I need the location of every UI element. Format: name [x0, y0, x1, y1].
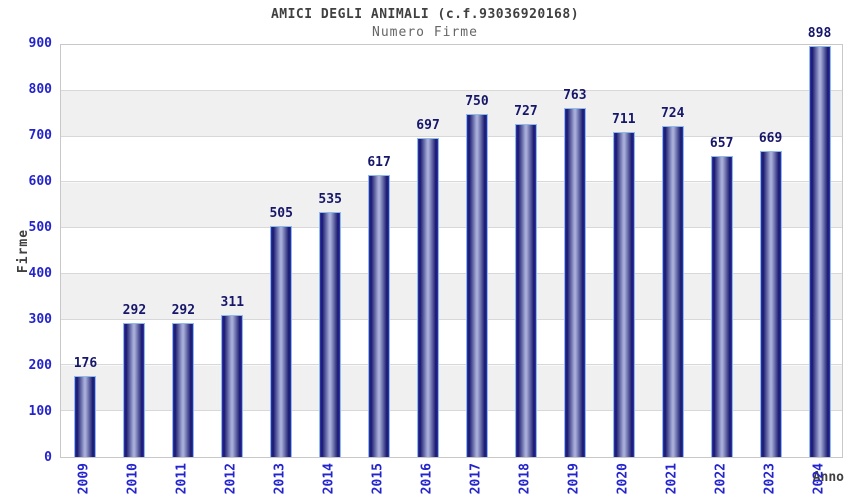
x-tick-label: 2020	[615, 463, 631, 495]
x-tick-label: 2010	[125, 463, 141, 495]
bar-value-label: 711	[612, 111, 636, 127]
bar	[221, 314, 244, 457]
plot-area: 176 292 292 311 505 535 617 697 750 727 763 711 724 6…	[60, 27, 843, 458]
gridline	[61, 181, 842, 183]
bar	[74, 376, 97, 457]
bar-value-label: 535	[318, 192, 342, 208]
bar	[612, 131, 635, 457]
bar-value-label: 292	[171, 303, 196, 319]
gridline	[61, 364, 842, 366]
bar-value-label: 311	[220, 294, 245, 310]
y-tick-label: 300	[28, 312, 52, 327]
gridline	[61, 318, 842, 320]
bar	[417, 137, 440, 457]
y-tick-label: 900	[28, 36, 52, 51]
x-tick-label: 2016	[419, 463, 435, 495]
bar	[465, 113, 488, 457]
bar	[661, 125, 684, 457]
bar	[759, 150, 782, 457]
y-tick-label: 200	[28, 358, 52, 373]
bar	[368, 174, 391, 457]
bar-value-label: 176	[73, 356, 98, 372]
gridline	[61, 227, 842, 229]
bar-value-label: 763	[563, 87, 587, 103]
bar	[270, 225, 293, 457]
x-tick-label: 2022	[713, 463, 729, 495]
bar	[172, 323, 195, 457]
bar-value-label: 669	[758, 130, 783, 146]
bar-value-label: 724	[660, 105, 685, 121]
gridline	[61, 272, 842, 274]
y-tick-label: 600	[28, 174, 52, 189]
x-axis-title: Anno	[812, 470, 844, 485]
x-tick-label: 2018	[517, 463, 533, 495]
bar	[123, 323, 146, 457]
bar	[563, 107, 586, 457]
x-tick-label: 2021	[664, 463, 680, 495]
bar-value-label: 617	[367, 154, 391, 170]
bar-value-label: 727	[514, 104, 538, 120]
x-tick-label: 2019	[566, 463, 582, 495]
chart-subtitle: Numero Firme	[372, 25, 478, 40]
gridline	[61, 410, 842, 412]
bar	[710, 156, 733, 457]
x-tick-label: 2011	[174, 463, 190, 495]
x-tick-label: 2023	[762, 463, 778, 495]
y-tick-label: 800	[28, 82, 52, 97]
x-tick-label: 2013	[272, 463, 288, 495]
x-tick-label: 2009	[76, 463, 92, 495]
y-tick-label: 400	[28, 266, 52, 281]
gridline	[61, 89, 842, 91]
bar	[514, 124, 537, 457]
x-tick-label: 2024	[811, 463, 827, 495]
x-tick-label: 2012	[223, 463, 239, 495]
bar-value-label: 657	[709, 136, 734, 152]
y-tick-label: 100	[28, 404, 52, 419]
gridline	[61, 135, 842, 137]
bar-value-label: 750	[465, 93, 489, 109]
bar	[808, 45, 831, 457]
bar-value-label: 292	[122, 303, 147, 319]
y-tick-label: 700	[28, 128, 52, 143]
bar	[319, 212, 342, 457]
x-tick-label: 2017	[468, 463, 484, 495]
x-tick-label: 2014	[321, 463, 337, 495]
x-tick-label: 2015	[370, 463, 386, 495]
y-tick-label: 500	[28, 220, 52, 235]
y-tick-label: 0	[44, 450, 52, 465]
bar-value-label: 697	[416, 117, 440, 133]
chart-title: AMICI DEGLI ANIMALI (c.f.93036920168)	[270, 7, 580, 22]
bar-value-label: 898	[807, 25, 832, 41]
bar-value-label: 505	[269, 205, 293, 221]
